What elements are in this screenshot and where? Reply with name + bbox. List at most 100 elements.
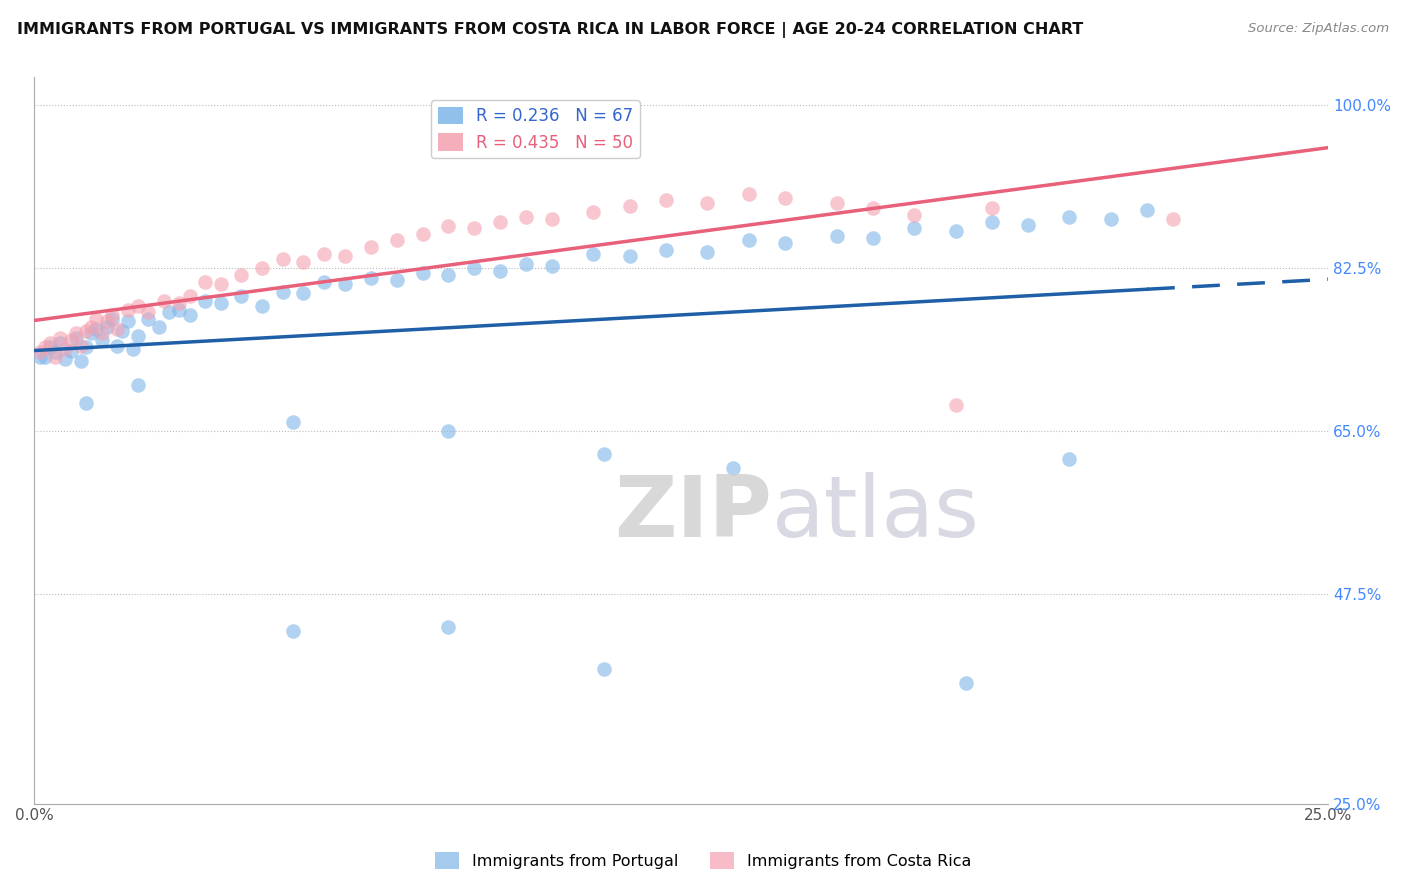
Point [49, 335, 72, 350]
Point [292, 254, 315, 268]
Point [515, 257, 537, 271]
Point [209, 295, 232, 310]
Point [412, 227, 434, 241]
Point [1059, 452, 1081, 467]
Point [34, 350, 56, 364]
Point [65, 326, 87, 341]
Point [360, 240, 382, 254]
Point [980, 215, 1002, 229]
Point [34, 340, 56, 354]
Point [136, 305, 159, 319]
Point [209, 277, 232, 292]
Text: Source: ZipAtlas.com: Source: ZipAtlas.com [1249, 22, 1389, 36]
Point [55, 343, 77, 357]
Point [157, 305, 180, 319]
Point [515, 210, 537, 224]
Point [28, 350, 51, 364]
Point [489, 215, 512, 229]
Point [231, 289, 253, 303]
Point [127, 329, 149, 343]
Point [90, 333, 112, 347]
Text: IMMIGRANTS FROM PORTUGAL VS IMMIGRANTS FROM COSTA RICA IN LABOR FORCE | AGE 20-2: IMMIGRANTS FROM PORTUGAL VS IMMIGRANTS F… [17, 22, 1083, 38]
Point [90, 326, 112, 341]
Point [121, 343, 143, 357]
Point [955, 675, 977, 690]
Point [101, 308, 124, 322]
Point [179, 289, 201, 303]
Point [179, 308, 201, 322]
Point [65, 331, 87, 345]
Text: ZIP: ZIP [614, 472, 772, 555]
Point [1136, 202, 1159, 217]
Point [592, 448, 614, 462]
Point [169, 295, 191, 310]
Point [980, 201, 1002, 215]
Point [44, 350, 66, 364]
Point [169, 303, 191, 318]
Point [654, 243, 676, 257]
Point [127, 377, 149, 392]
Point [737, 233, 759, 247]
Point [38, 340, 60, 354]
Point [582, 247, 605, 261]
Point [314, 247, 336, 261]
Point [44, 345, 66, 359]
Point [773, 236, 796, 251]
Point [903, 221, 925, 235]
Point [696, 245, 718, 260]
Point [489, 264, 512, 278]
Point [96, 320, 118, 334]
Legend: R = 0.236   N = 67, R = 0.435   N = 50: R = 0.236 N = 67, R = 0.435 N = 50 [430, 100, 640, 158]
Point [385, 233, 408, 247]
Point [437, 268, 460, 282]
Point [314, 275, 336, 289]
Point [654, 194, 676, 208]
Point [86, 322, 108, 336]
Point [281, 624, 304, 639]
Point [903, 208, 925, 222]
Point [592, 662, 614, 676]
Point [825, 228, 848, 243]
Point [127, 299, 149, 313]
Point [945, 398, 967, 412]
Point [55, 351, 77, 366]
Point [721, 461, 744, 475]
Point [70, 354, 93, 368]
Point [231, 268, 253, 282]
Point [75, 340, 97, 354]
Point [437, 219, 460, 234]
Point [862, 201, 884, 215]
Point [117, 303, 139, 318]
Point [696, 196, 718, 211]
Point [437, 424, 460, 438]
Point [271, 285, 294, 299]
Point [59, 344, 82, 359]
Point [862, 230, 884, 244]
Point [619, 199, 641, 213]
Point [333, 249, 356, 263]
Point [1059, 210, 1081, 224]
Point [945, 224, 967, 238]
Point [194, 275, 217, 289]
Point [70, 338, 93, 352]
Point [385, 273, 408, 287]
Point [437, 620, 460, 634]
Point [412, 266, 434, 280]
Point [117, 314, 139, 328]
Point [292, 286, 315, 301]
Point [59, 333, 82, 347]
Point [86, 312, 108, 326]
Point [75, 324, 97, 338]
Point [75, 396, 97, 410]
Point [360, 270, 382, 285]
Point [541, 211, 564, 226]
Point [148, 320, 170, 334]
Point [281, 415, 304, 429]
Point [49, 331, 72, 345]
Point [80, 326, 103, 341]
Point [541, 259, 564, 273]
Point [250, 299, 273, 313]
Point [582, 205, 605, 219]
Point [80, 320, 103, 334]
Point [38, 335, 60, 350]
